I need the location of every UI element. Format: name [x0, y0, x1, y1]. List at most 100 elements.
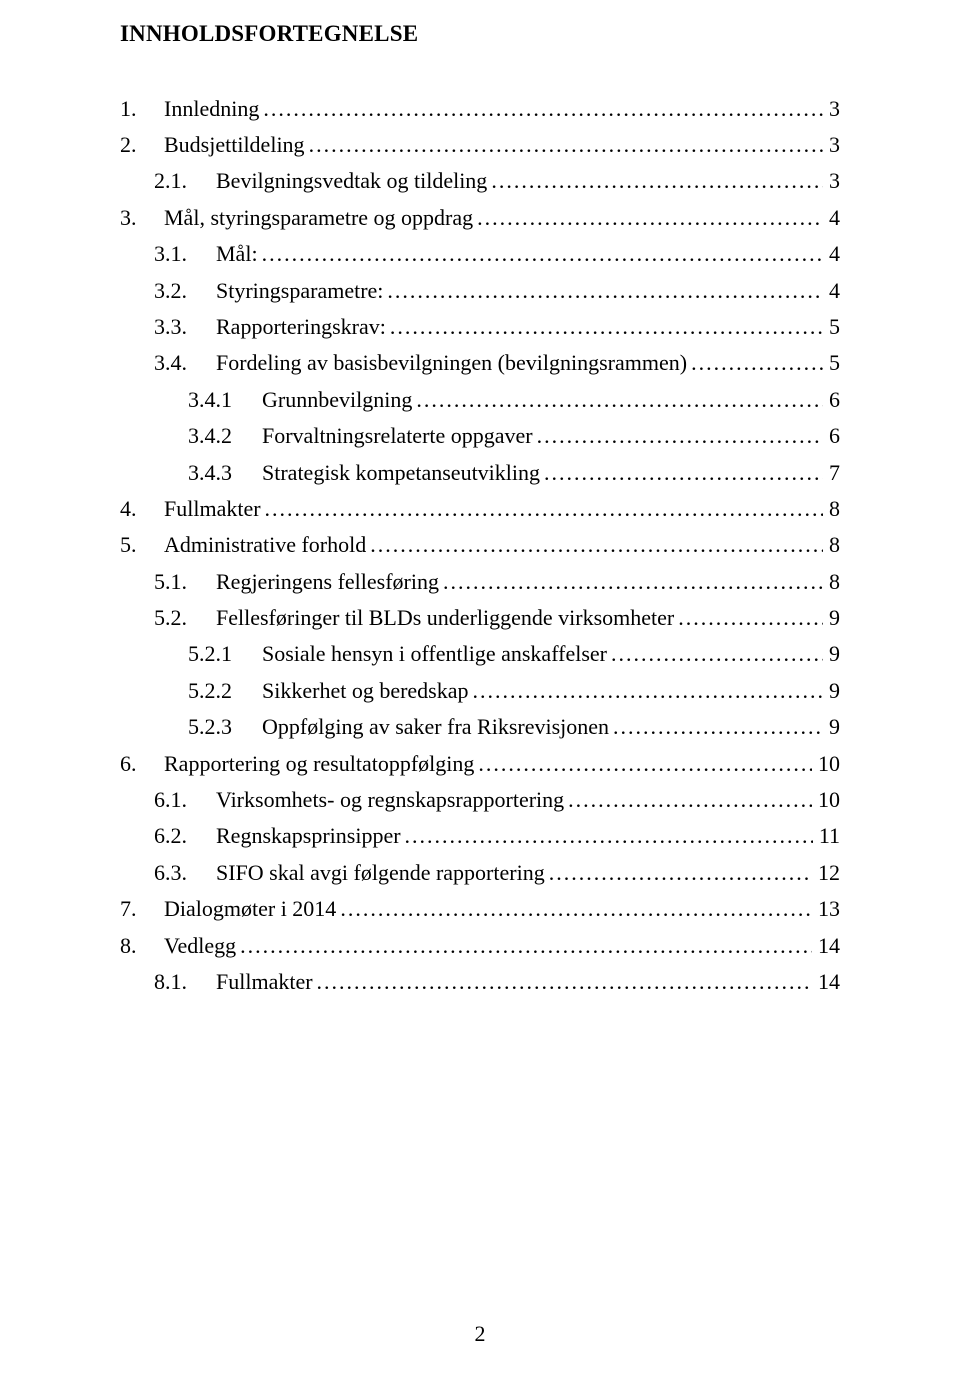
- toc-entry-label: Virksomhets- og regnskapsrapportering: [216, 787, 564, 813]
- toc-entry-number: 5.2.: [154, 605, 216, 631]
- toc-entry: 2.1.Bevilgningsvedtak og tildeling3: [120, 168, 840, 194]
- toc-entry: 3.2.Styringsparametre:4: [120, 278, 840, 304]
- toc-entry-page: 5: [825, 314, 840, 340]
- toc-entry-page: 12: [814, 860, 840, 886]
- toc-entry-number: 3.3.: [154, 314, 216, 340]
- toc-entry-label: Mål, styringsparametre og oppdrag: [164, 205, 473, 231]
- toc-leader-dots: [549, 860, 812, 886]
- toc-entry-label: Oppfølging av saker fra Riksrevisjonen: [262, 714, 609, 740]
- toc-entry: 3.4.1Grunnbevilgning 6: [120, 387, 840, 413]
- toc-entry-label: Vedlegg: [164, 933, 236, 959]
- toc-entry-page: 11: [815, 823, 840, 849]
- toc-entry-label: Regnskapsprinsipper: [216, 823, 401, 849]
- toc-entry-label: Mål:: [216, 241, 258, 267]
- toc-leader-dots: [263, 96, 823, 122]
- toc-entry-number: 5.: [120, 532, 164, 558]
- toc-leader-dots: [317, 969, 812, 995]
- toc-entry-number: 4.: [120, 496, 164, 522]
- document-page: INNHOLDSFORTEGNELSE 1.Innledning3 2.Budsj…: [0, 0, 960, 1387]
- toc-entry-number: 2.: [120, 132, 164, 158]
- toc-entry-page: 7: [825, 460, 840, 486]
- toc-entry-label: Regjeringens fellesføring: [216, 569, 439, 595]
- page-title: INNHOLDSFORTEGNELSE: [120, 20, 840, 48]
- page-number: 2: [0, 1321, 960, 1347]
- toc-entry: 6.2.Regnskapsprinsipper 11: [120, 823, 840, 849]
- toc-entry: 5.Administrative forhold 8: [120, 532, 840, 558]
- toc-entry-page: 4: [825, 205, 840, 231]
- toc-leader-dots: [262, 241, 823, 267]
- toc-entry-label: Sosiale hensyn i offentlige anskaffelser: [262, 641, 607, 667]
- toc-leader-dots: [491, 168, 823, 194]
- toc-entry-label: Bevilgningsvedtak og tildeling: [216, 168, 487, 194]
- toc-entry-label: Fordeling av basisbevilgningen (bevilgni…: [216, 350, 687, 376]
- toc-entry-number: 8.1.: [154, 969, 216, 995]
- toc-leader-dots: [691, 350, 823, 376]
- toc-entry-page: 13: [814, 896, 840, 922]
- toc-entry: 3.1.Mål: 4: [120, 241, 840, 267]
- toc-entry: 6.3.SIFO skal avgi følgende rapportering…: [120, 860, 840, 886]
- toc-entry-label: Sikkerhet og beredskap: [262, 678, 469, 704]
- toc-entry-number: 7.: [120, 896, 164, 922]
- toc-entry-number: 3.4.: [154, 350, 216, 376]
- toc-entry: 3.4.Fordeling av basisbevilgningen (bevi…: [120, 350, 840, 376]
- toc-entry-page: 4: [825, 278, 840, 304]
- toc-entry-number: 5.2.2: [188, 678, 262, 704]
- toc-entry-label: Rapportering og resultatoppfølging: [164, 751, 474, 777]
- toc-entry: 4.Fullmakter 8: [120, 496, 840, 522]
- toc-entry-label: Grunnbevilgning: [262, 387, 412, 413]
- toc-entry-number: 3.4.1: [188, 387, 262, 413]
- toc-leader-dots: [370, 532, 823, 558]
- toc-entry: 3.3.Rapporteringskrav: 5: [120, 314, 840, 340]
- toc-leader-dots: [568, 787, 812, 813]
- toc-entry: 5.2.Fellesføringer til BLDs underliggend…: [120, 605, 840, 631]
- toc-entry-number: 1.: [120, 96, 164, 122]
- toc-entry-page: 9: [825, 641, 840, 667]
- toc-leader-dots: [405, 823, 813, 849]
- toc-leader-dots: [477, 205, 823, 231]
- toc-entry-page: 3: [825, 132, 840, 158]
- toc-leader-dots: [678, 605, 823, 631]
- toc-entry-label: Fullmakter: [164, 496, 261, 522]
- toc-entry-page: 10: [814, 787, 840, 813]
- toc-entry: 1.Innledning3: [120, 96, 840, 122]
- toc-entry-number: 3.1.: [154, 241, 216, 267]
- toc-entry: 6.Rapportering og resultatoppfølging 10: [120, 751, 840, 777]
- toc-entry: 6.1.Virksomhets- og regnskapsrapporterin…: [120, 787, 840, 813]
- toc-entry-page: 5: [825, 350, 840, 376]
- toc-entry-number: 6.2.: [154, 823, 216, 849]
- toc-entry-number: 3.: [120, 205, 164, 231]
- toc-entry-number: 6.1.: [154, 787, 216, 813]
- toc-entry-number: 3.2.: [154, 278, 216, 304]
- toc-leader-dots: [443, 569, 823, 595]
- toc-entry-label: Administrative forhold: [164, 532, 366, 558]
- toc-entry-number: 6.3.: [154, 860, 216, 886]
- toc-entry-number: 3.4.2: [188, 423, 262, 449]
- toc-entry-page: 4: [825, 241, 840, 267]
- toc-entry-number: 2.1.: [154, 168, 216, 194]
- toc-leader-dots: [309, 132, 823, 158]
- toc-entry-label: Forvaltningsrelaterte oppgaver: [262, 423, 533, 449]
- toc-entry-page: 6: [825, 423, 840, 449]
- toc-entry-page: 8: [825, 496, 840, 522]
- toc-leader-dots: [240, 933, 812, 959]
- toc-entry-page: 8: [825, 569, 840, 595]
- toc-entry-label: Rapporteringskrav:: [216, 314, 386, 340]
- toc-entry: 8.Vedlegg14: [120, 933, 840, 959]
- toc-leader-dots: [611, 641, 823, 667]
- toc-entry-page: 8: [825, 532, 840, 558]
- toc-entry-page: 6: [825, 387, 840, 413]
- toc-entry: 5.2.1Sosiale hensyn i offentlige anskaff…: [120, 641, 840, 667]
- toc-entry: 7.Dialogmøter i 201413: [120, 896, 840, 922]
- toc-entry-page: 14: [814, 933, 840, 959]
- toc-entry-label: SIFO skal avgi følgende rapportering: [216, 860, 545, 886]
- toc-entry-page: 10: [814, 751, 840, 777]
- toc-entry-number: 6.: [120, 751, 164, 777]
- toc-entry-page: 9: [825, 605, 840, 631]
- toc-entry-label: Budsjettildeling: [164, 132, 305, 158]
- toc-entry-page: 3: [825, 96, 840, 122]
- toc-entry: 2.Budsjettildeling 3: [120, 132, 840, 158]
- toc-entry: 5.1.Regjeringens fellesføring8: [120, 569, 840, 595]
- toc-leader-dots: [544, 460, 823, 486]
- toc-entry-number: 5.2.3: [188, 714, 262, 740]
- toc-leader-dots: [613, 714, 823, 740]
